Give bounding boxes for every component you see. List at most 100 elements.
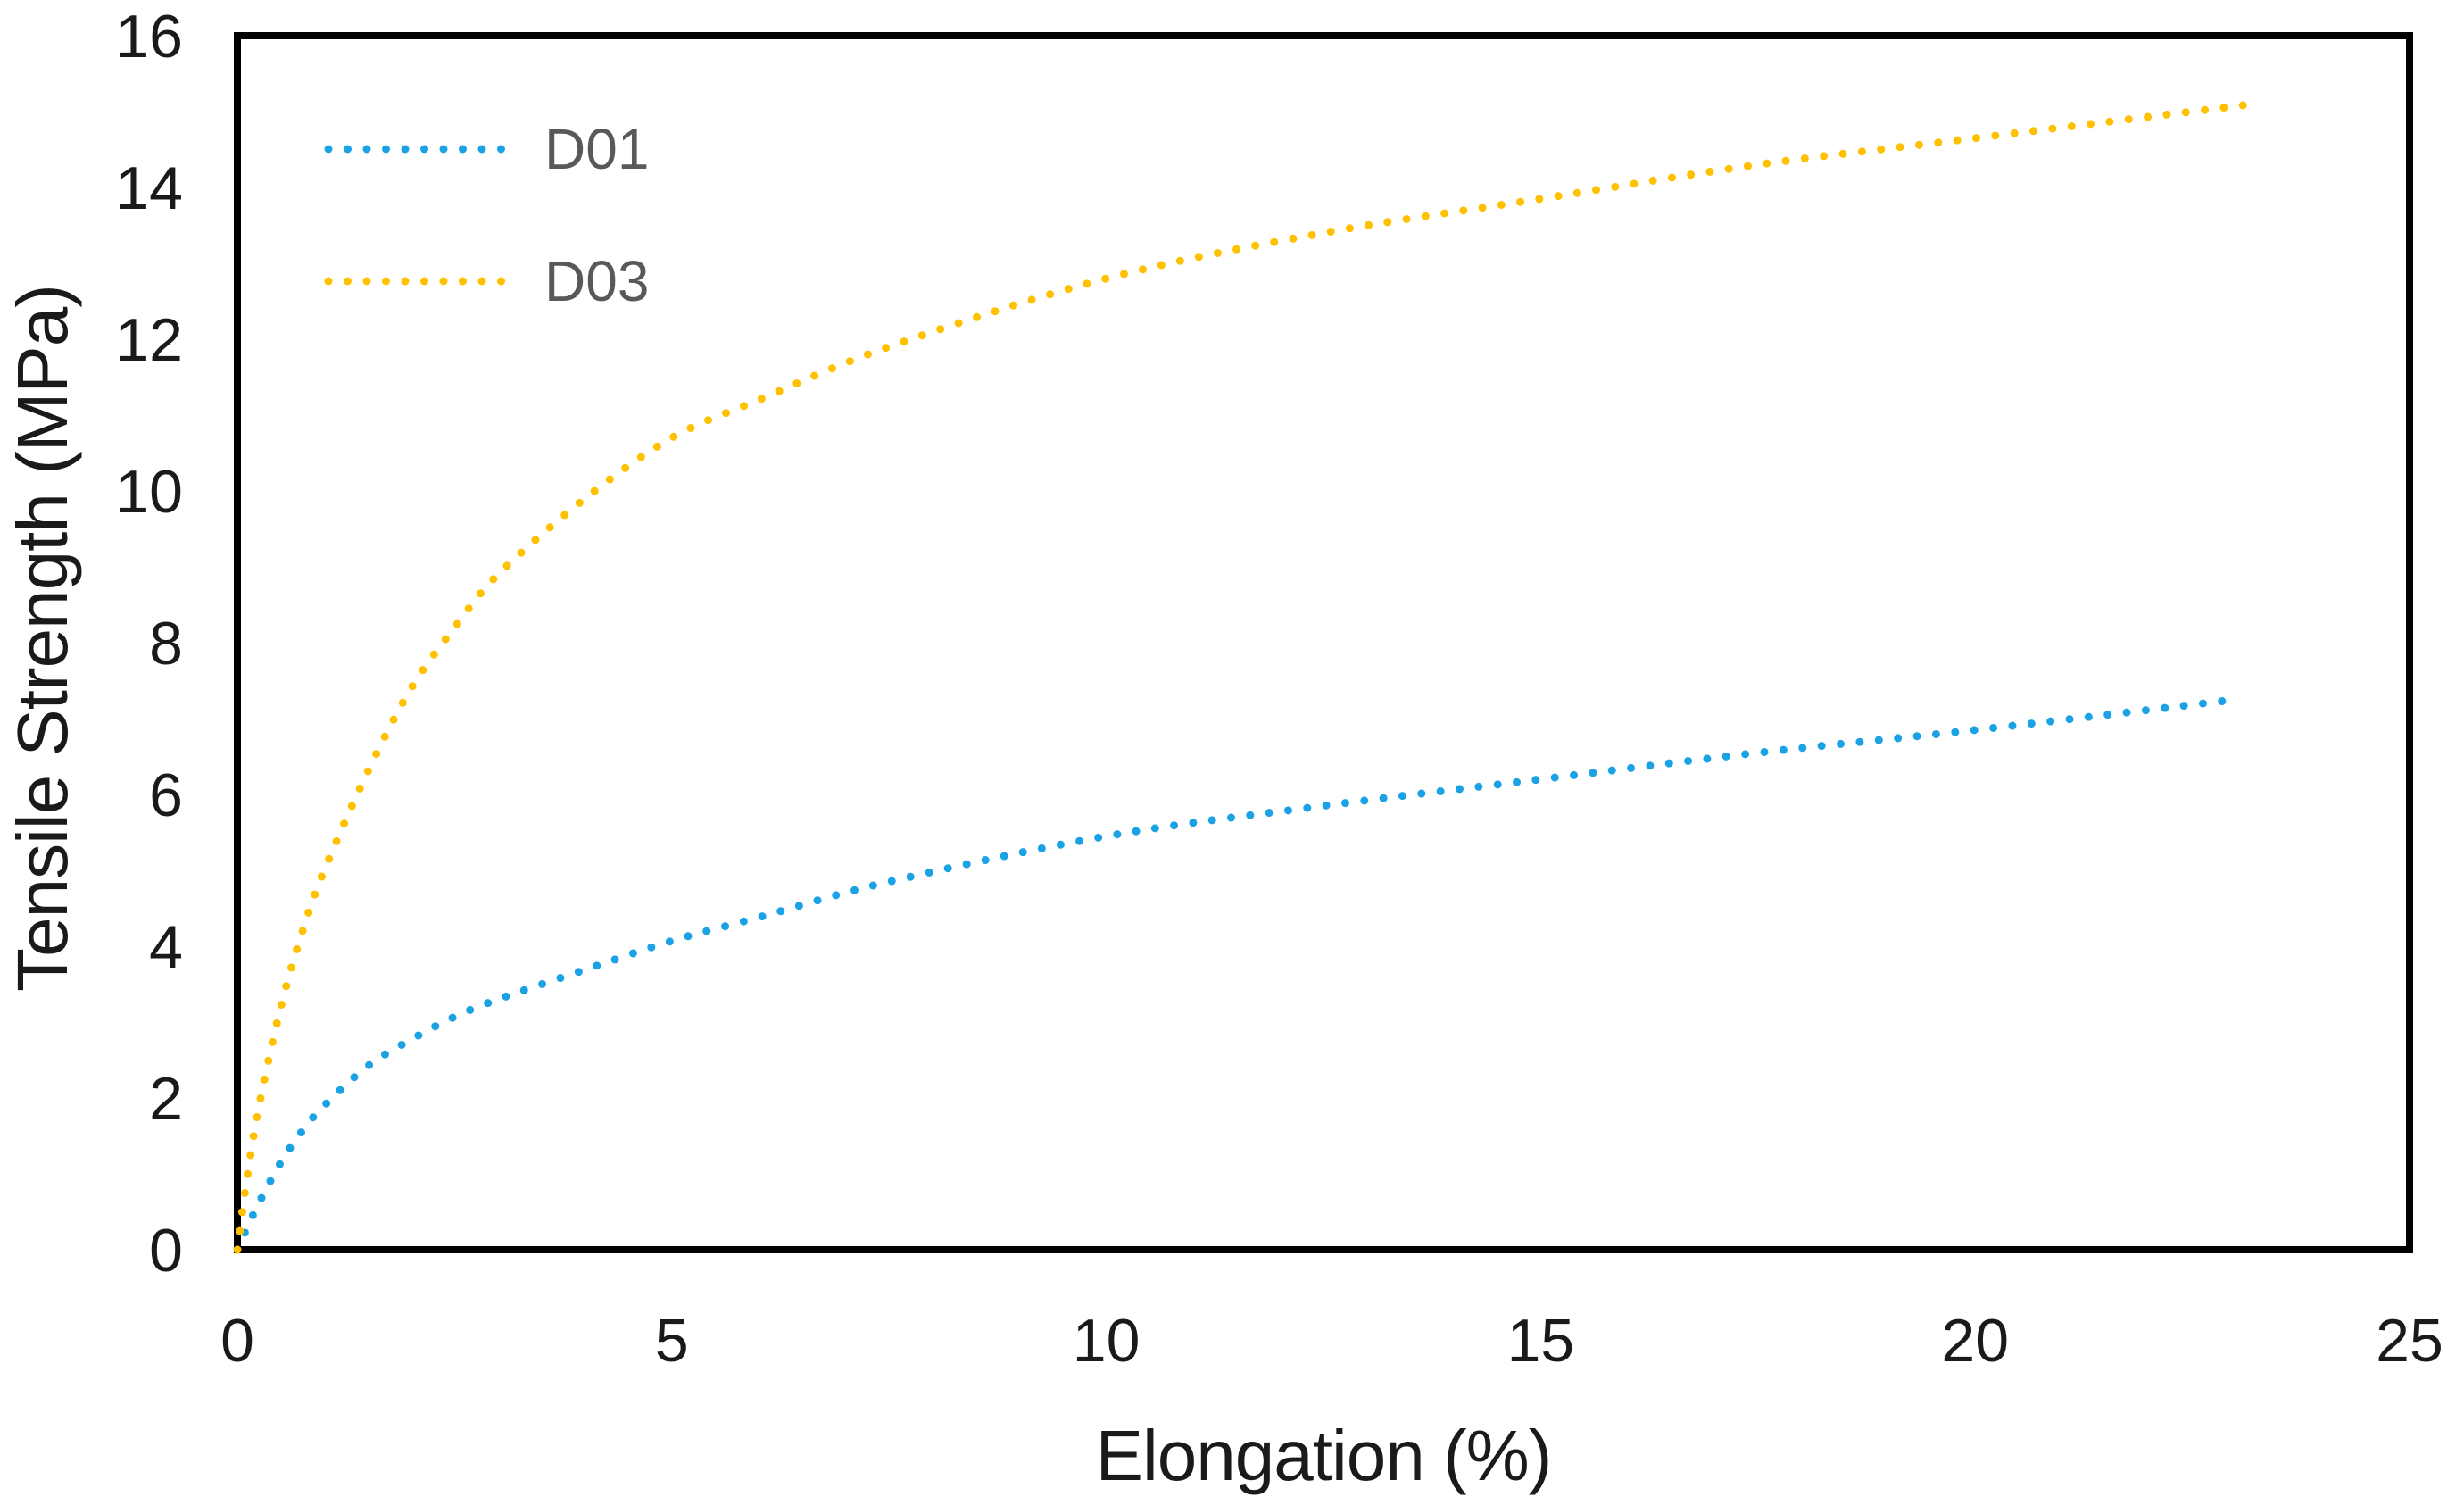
data-point-dot (272, 1019, 281, 1027)
data-point-dot (757, 395, 766, 403)
data-point-dot (340, 819, 349, 828)
legend-marker-dotted-line-d01 (324, 145, 505, 154)
data-point-dot (1075, 836, 1084, 845)
data-point-dot (1630, 179, 1639, 188)
data-point-dot (1611, 182, 1620, 191)
data-point-dot (1493, 780, 1502, 789)
legend-marker-dot (439, 145, 448, 154)
data-point-dot (925, 868, 933, 877)
data-point-dot (277, 1001, 286, 1010)
data-point-dot (1226, 813, 1235, 822)
data-point-dot (1322, 801, 1331, 810)
data-point-dot (355, 784, 364, 793)
data-point-dot (304, 908, 313, 917)
legend-marker-dot (439, 277, 448, 286)
data-point-dot (1931, 729, 1940, 738)
data-point-dot (2219, 104, 2228, 112)
data-point-dot (1531, 776, 1540, 785)
data-point-dot (1345, 224, 1354, 233)
data-point-dot (794, 902, 803, 910)
y-tick-labels: 0 2 4 6 8 10 12 14 16 (115, 3, 183, 1285)
series-D01 (233, 697, 2227, 1254)
data-point-dot (2087, 120, 2095, 129)
x-axis-title: Elongation (%) (1096, 1416, 1552, 1495)
data-point-dot (1951, 728, 1960, 736)
y-axis-title: Tensile Strength (MPa) (3, 285, 82, 992)
data-point-dot (2029, 127, 2038, 136)
data-point-dot (1421, 212, 1430, 220)
data-point-dot (1018, 848, 1027, 857)
data-point-dot (740, 402, 749, 411)
data-point-dot (336, 1085, 344, 1094)
data-point-dot (260, 1075, 269, 1084)
data-point-dot (621, 463, 630, 472)
data-point-dot (253, 1113, 261, 1122)
legend-marker-dot (401, 145, 410, 154)
data-point-dot (1687, 170, 1696, 179)
data-point-dot (1417, 789, 1426, 798)
plot-area-border (234, 32, 2413, 1253)
data-point-dot (628, 949, 637, 958)
data-point-dot (287, 963, 296, 972)
data-point-dot (282, 982, 291, 991)
data-point-dot (2161, 703, 2169, 712)
data-point-dot (647, 943, 656, 952)
data-point-dot (2144, 112, 2153, 121)
y-tick-label: 2 (149, 1065, 183, 1133)
legend-label-d01: D01 (544, 117, 649, 181)
data-point-dot (1398, 792, 1406, 801)
data-point-dot (363, 767, 372, 776)
data-point-dot (243, 1169, 252, 1178)
data-point-dot (560, 511, 569, 520)
legend-marker-dot (344, 277, 352, 286)
data-point-dot (1037, 844, 1046, 852)
legend-marker-dot (324, 277, 333, 286)
data-point-dot (605, 475, 614, 484)
data-point-dot (1627, 763, 1636, 772)
data-point-dot (1289, 234, 1298, 243)
data-point-dot (1189, 819, 1198, 827)
y-tick-label: 16 (115, 3, 183, 71)
data-point-dot (991, 307, 1000, 316)
data-point-dot (448, 1013, 457, 1022)
data-point-dot (704, 416, 713, 425)
data-point-dot (1934, 138, 1943, 147)
data-point-dot (917, 331, 926, 340)
data-point-dot (398, 698, 407, 707)
data-point-dot (1572, 188, 1581, 197)
data-point-dot (1436, 786, 1445, 795)
data-point-dot (669, 432, 678, 441)
data-point-dot (2010, 129, 2019, 137)
data-point-dot (1157, 261, 1166, 270)
legend-marker-dot (401, 277, 410, 286)
data-point-dot (2008, 721, 2017, 730)
data-point-dot (1648, 176, 1657, 185)
data-point-dot (1008, 301, 1017, 310)
data-point-dot (233, 1245, 242, 1254)
data-point-dot (1820, 152, 1829, 161)
data-point-dot (2141, 706, 2150, 715)
data-point-dot (1554, 192, 1563, 201)
data-point-dot (1724, 164, 1733, 173)
data-point-dot (1607, 766, 1616, 775)
data-point-dot (636, 453, 645, 461)
legend-marker-dot (344, 145, 352, 154)
data-point-dot (1046, 290, 1055, 299)
data-point-dot (1779, 745, 1788, 754)
data-point-dot (240, 1188, 249, 1197)
data-point-dot (311, 890, 319, 899)
data-point-dot (1646, 761, 1655, 770)
data-point-dot (943, 864, 952, 873)
data-point-dot (1027, 295, 1036, 304)
data-point-dot (1360, 796, 1369, 805)
data-point-dot (1303, 803, 1312, 812)
data-point-dot (332, 836, 341, 845)
data-point-dot (1307, 230, 1316, 239)
data-point-dot (365, 1060, 374, 1069)
data-point-dot (2162, 110, 2171, 119)
data-point-dot (981, 856, 990, 865)
data-point-dot (1896, 143, 1904, 152)
data-point-dot (489, 575, 498, 584)
data-point-dot (275, 1160, 284, 1168)
data-point-dot (882, 344, 891, 353)
